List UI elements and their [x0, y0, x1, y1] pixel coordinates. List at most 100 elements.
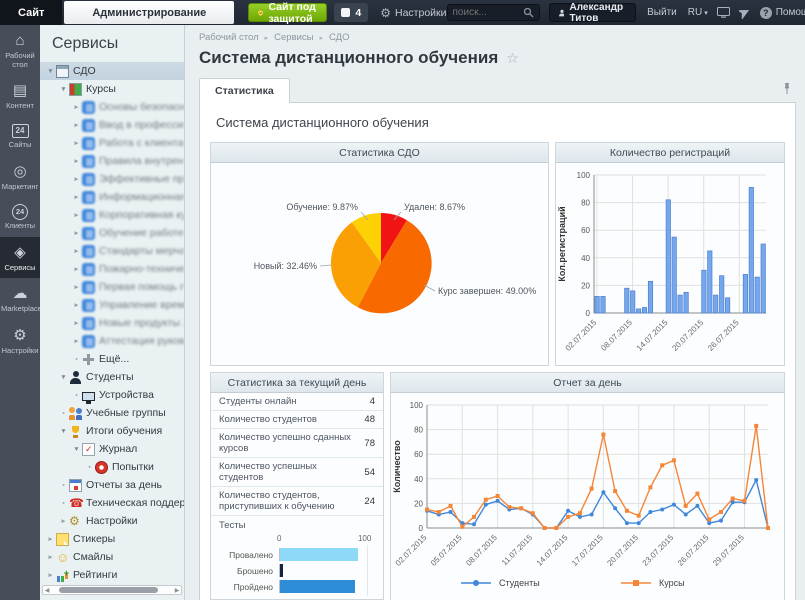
rail-item-clients[interactable]: 24Клиенты	[0, 197, 40, 237]
tree-item-students[interactable]: ▼ Студенты	[40, 368, 184, 386]
rail-item-sites[interactable]: 24Сайты	[0, 117, 40, 156]
tab-site[interactable]: Сайт	[0, 0, 63, 25]
tree-item-course[interactable]: ► Ввод в профессию: стандарты обслуживани…	[40, 116, 184, 134]
tree-item-course[interactable]: ► Новые продукты линейки: весна-лето 2015…	[40, 314, 184, 332]
breadcrumb-item[interactable]: Рабочий стол	[199, 32, 259, 43]
bullet-icon[interactable]: ▪	[75, 391, 78, 399]
tab-statistics[interactable]: Статистика	[199, 78, 290, 103]
collapse-arrow-icon[interactable]: ►	[73, 175, 80, 183]
bullet-icon[interactable]: ▪	[62, 409, 65, 417]
bullet-icon[interactable]: ▪	[75, 355, 78, 363]
tree-item-course[interactable]: ► Работа с клиентами и претензиями в розн…	[40, 134, 184, 152]
breadcrumb-item[interactable]: СДО	[329, 32, 350, 43]
tree-item-devices[interactable]: ▪ Устройства	[40, 386, 184, 404]
user-menu[interactable]: Александр Титов	[548, 2, 637, 24]
collapse-arrow-icon[interactable]: ►	[73, 121, 80, 129]
collapse-arrow-icon[interactable]: ►	[47, 553, 54, 561]
tree-item-tools[interactable]: ► Настройки	[40, 512, 184, 530]
rail-item-content[interactable]: ▤ Контент	[0, 75, 40, 117]
collapse-arrow-icon[interactable]: ►	[60, 517, 67, 525]
collapse-arrow-icon[interactable]: ►	[47, 535, 54, 543]
expand-arrow-icon[interactable]: ▼	[73, 445, 80, 453]
search-box[interactable]	[446, 4, 540, 21]
stats-row-label: Количество успешных студентов	[219, 461, 317, 483]
tree-item-course[interactable]: ► Эффективные продажи страховых продуктов…	[40, 170, 184, 188]
collapse-arrow-icon[interactable]: ►	[73, 157, 80, 165]
collapse-arrow-icon[interactable]: ►	[73, 337, 80, 345]
tree-item-course[interactable]: ► Стандарты мерчандайзинга торгового зала…	[40, 242, 184, 260]
help-button[interactable]: ? Помощь	[759, 6, 805, 19]
tree-horizontal-scrollbar[interactable]: ◀ ▶	[42, 585, 182, 595]
line-x-tick: 08.07.2015	[464, 533, 499, 568]
tree-item-stickers[interactable]: ► Стикеры	[40, 530, 184, 548]
tree-item-course[interactable]: ► Пожарно-технический минимум для персона…	[40, 260, 184, 278]
tree-item-sdo[interactable]: ▼ СДО	[40, 62, 184, 80]
search-input[interactable]	[452, 7, 523, 18]
collapse-arrow-icon[interactable]: ►	[73, 265, 80, 273]
tree-item-reports[interactable]: ▪ Отчеты за день	[40, 476, 184, 494]
collapse-arrow-icon[interactable]: ►	[73, 139, 80, 147]
tree-item-trophy[interactable]: ▼ Итоги обучения	[40, 422, 184, 440]
bullet-icon[interactable]: ▪	[62, 481, 65, 489]
tree-item-course[interactable]: ► Управление временем и личная эффективно…	[40, 296, 184, 314]
quick-launch-button[interactable]	[738, 7, 751, 19]
notifications-badge[interactable]: 4	[334, 3, 369, 22]
topbar-settings-button[interactable]: ⚙ Настройки	[380, 5, 447, 20]
tree-item-course[interactable]: ► Правила внутреннего распорядка компании	[40, 152, 184, 170]
collapse-arrow-icon[interactable]: ►	[73, 319, 80, 327]
breadcrumb-item[interactable]: Сервисы	[274, 32, 314, 43]
expand-arrow-icon[interactable]: ▼	[60, 373, 67, 381]
course-icon	[82, 154, 95, 168]
tree-item-plus[interactable]: ▪ Ещё...	[40, 350, 184, 368]
pie-slice-label: Новый: 32.46%	[254, 261, 317, 271]
svg-text:0: 0	[419, 524, 424, 533]
favorite-star-icon[interactable]: ☆	[506, 50, 519, 66]
tree-item-ratings[interactable]: ► Рейтинги	[40, 566, 184, 584]
tree-panel-title: Сервисы	[52, 35, 119, 52]
collapse-arrow-icon[interactable]: ►	[73, 283, 80, 291]
desktop-view-button[interactable]	[716, 7, 730, 18]
line-x-tick: 23.07.2015	[641, 533, 676, 568]
rail-item-marketplace[interactable]: ☁ Marketplace	[0, 278, 42, 320]
rail-item-settings[interactable]: ⚙ Настройки	[0, 320, 40, 362]
pin-icon	[784, 83, 790, 94]
collapse-arrow-icon[interactable]: ►	[47, 571, 54, 579]
tree-item-course[interactable]: ► Первая помощь при несчастных случаях на…	[40, 278, 184, 296]
scrollbar-thumb[interactable]	[59, 587, 159, 593]
tree-item-course[interactable]: ► Корпоративная культура и ценности компа…	[40, 206, 184, 224]
line-y-axis-label: Количество	[392, 440, 402, 493]
tree-item-book[interactable]: ▼ Курсы	[40, 80, 184, 98]
scroll-right-arrow[interactable]: ▶	[174, 587, 180, 594]
bullet-icon[interactable]: ▪	[62, 499, 65, 507]
rail-item-home[interactable]: ⌂ Рабочий стол	[0, 25, 40, 75]
tree-item-groups[interactable]: ▪ Учебные группы	[40, 404, 184, 422]
rail-item-label: Рабочий стол	[5, 51, 35, 69]
tree-item-attempts[interactable]: ▪ Попытки	[40, 458, 184, 476]
tree-item-course[interactable]: ► Аттестация руководителей среднего звена	[40, 332, 184, 350]
rail-item-services[interactable]: ◈ Сервисы	[0, 236, 40, 279]
logout-link[interactable]: Выйти	[647, 7, 677, 18]
collapse-arrow-icon[interactable]: ►	[73, 229, 80, 237]
scroll-left-arrow[interactable]: ◀	[44, 587, 50, 594]
collapse-arrow-icon[interactable]: ►	[73, 211, 80, 219]
collapse-arrow-icon[interactable]: ►	[73, 193, 80, 201]
collapse-arrow-icon[interactable]: ►	[73, 247, 80, 255]
rail-item-marketing[interactable]: ◎ Маркетинг	[0, 156, 40, 198]
collapse-arrow-icon[interactable]: ►	[73, 103, 80, 111]
collapse-arrow-icon[interactable]: ►	[73, 301, 80, 309]
language-selector[interactable]: RU ▾	[687, 7, 708, 18]
tree-item-support[interactable]: ▪ Техническая поддержка	[40, 494, 184, 512]
notifications-icon	[341, 8, 351, 17]
bullet-icon[interactable]: ▪	[88, 463, 91, 471]
tree-item-course[interactable]: ► Обучение работе с кассовым оборудование…	[40, 224, 184, 242]
expand-arrow-icon[interactable]: ▼	[60, 427, 67, 435]
site-protected-button[interactable]: Сайт под защитой	[248, 1, 328, 25]
tab-administration[interactable]: Администрирование	[64, 1, 235, 24]
tree-item-smile[interactable]: ► Смайлы	[40, 548, 184, 566]
tree-item-course[interactable]: ► Информационная безопасность для сотрудн…	[40, 188, 184, 206]
expand-arrow-icon[interactable]: ▼	[47, 67, 54, 75]
pin-panel-button[interactable]	[778, 82, 796, 102]
expand-arrow-icon[interactable]: ▼	[60, 85, 67, 93]
tree-item-journal[interactable]: ▼ Журнал	[40, 440, 184, 458]
tree-item-course[interactable]: ► Основы безопасности и охраны труда на п…	[40, 98, 184, 116]
